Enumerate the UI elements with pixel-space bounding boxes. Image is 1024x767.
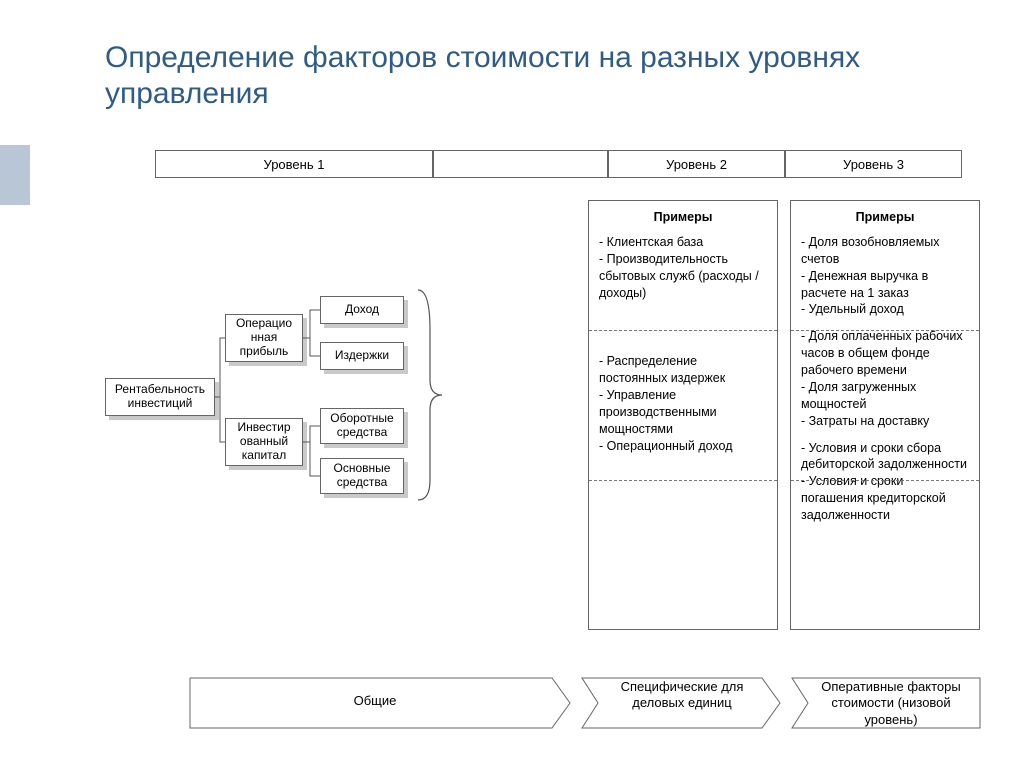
node-costs: Издержки xyxy=(320,342,404,370)
node-fixed-assets: Основные средства xyxy=(320,458,404,494)
header-level-3-label: Уровень 3 xyxy=(843,157,904,172)
examples-level-2: Примеры - Клиентская база - Производител… xyxy=(588,200,778,630)
node-fixed-label: Основные средства xyxy=(325,462,399,490)
node-wcap-label: Оборотные средства xyxy=(325,412,399,440)
header-level-1b xyxy=(433,150,608,178)
header-level-1-label: Уровень 1 xyxy=(264,157,325,172)
left-accent-bar xyxy=(0,145,30,205)
examples-level-3: Примеры - Доля возобновляемых счетов - Д… xyxy=(790,200,980,630)
divider-dash xyxy=(589,480,777,481)
node-costs-label: Издержки xyxy=(335,349,389,363)
examples-l2-title: Примеры xyxy=(599,209,767,226)
divider-dash xyxy=(791,330,979,331)
node-root: Рентабельность инвестиций xyxy=(105,378,215,416)
left-margin xyxy=(0,0,30,767)
bottom-operative: Оперативные факторы стоимости (низовой у… xyxy=(806,679,976,728)
node-operating-profit: Операцио нная прибыль xyxy=(225,314,303,362)
divider-dash xyxy=(589,330,777,331)
header-level-2: Уровень 2 xyxy=(608,150,785,178)
header-level-2-label: Уровень 2 xyxy=(666,157,727,172)
bottom-specific: Специфические для деловых единиц xyxy=(596,679,768,712)
examples-l3-block1: - Доля возобновляемых счетов - Денежная … xyxy=(801,234,969,318)
header-level-3: Уровень 3 xyxy=(785,150,962,178)
bottom-general: Общие xyxy=(190,693,560,709)
node-income-label: Доход xyxy=(345,303,379,317)
node-invested-capital: Инвестир ованный капитал xyxy=(225,418,303,466)
divider-dash xyxy=(791,480,979,481)
examples-l2-block1: - Клиентская база - Производительность с… xyxy=(599,234,767,302)
examples-l2-block2: - Распределение постоянных издержек - Уп… xyxy=(599,353,767,454)
examples-l3-block2: - Доля оплаченных рабочих часов в общем … xyxy=(801,328,969,429)
examples-l3-block3: - Условия и сроки сбора дебиторской задо… xyxy=(801,440,969,524)
page-title: Определение факторов стоимости на разных… xyxy=(105,40,925,112)
examples-l3-title: Примеры xyxy=(801,209,969,226)
node-inv-label: Инвестир ованный капитал xyxy=(230,421,298,462)
node-root-label: Рентабельность инвестиций xyxy=(110,383,210,411)
node-op-label: Операцио нная прибыль xyxy=(230,317,298,358)
node-working-capital: Оборотные средства xyxy=(320,408,404,444)
header-level-1: Уровень 1 xyxy=(155,150,433,178)
node-income: Доход xyxy=(320,296,404,324)
